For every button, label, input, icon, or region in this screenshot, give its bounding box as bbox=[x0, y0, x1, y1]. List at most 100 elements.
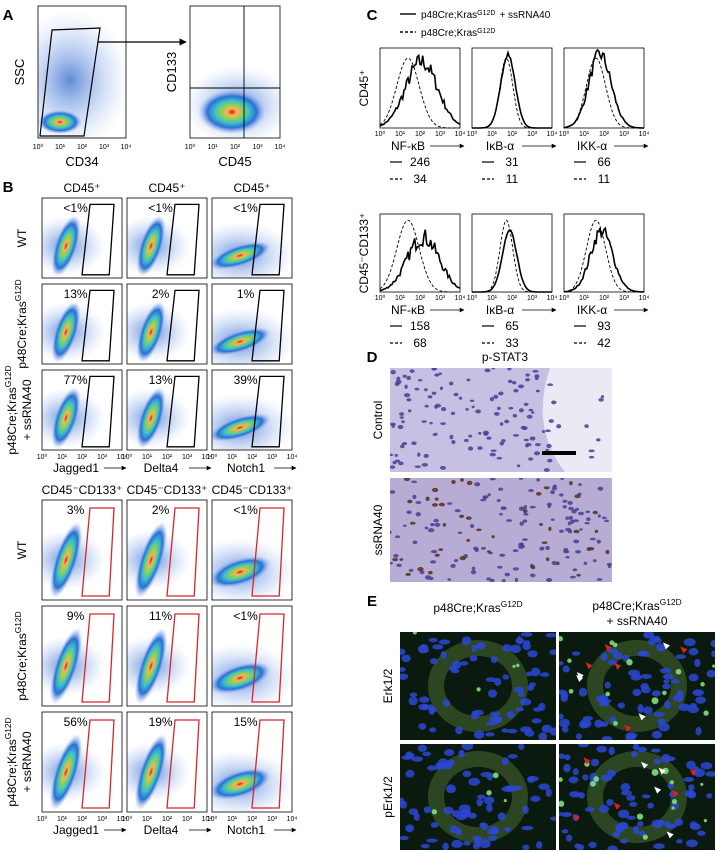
nucleus bbox=[459, 556, 466, 561]
nucleus bbox=[434, 373, 440, 377]
nucleus bbox=[600, 698, 612, 704]
nucleus bbox=[562, 499, 568, 503]
x-tick-label: 10¹ bbox=[395, 295, 406, 302]
nucleus bbox=[454, 509, 461, 513]
nucleus bbox=[551, 560, 558, 566]
nucleus bbox=[596, 539, 601, 544]
nucleus bbox=[535, 389, 540, 393]
x-tick-label: 10³ bbox=[252, 144, 263, 151]
density-blob bbox=[136, 215, 166, 277]
nucleus bbox=[476, 528, 482, 532]
nucleus bbox=[600, 652, 608, 662]
nucleus bbox=[390, 370, 396, 375]
nucleus bbox=[546, 502, 552, 507]
nucleus bbox=[504, 827, 512, 832]
nucleus bbox=[482, 495, 489, 499]
nucleus bbox=[563, 550, 570, 554]
x-tick-label: 10³ bbox=[97, 454, 108, 461]
x-axis-label: IKK-α bbox=[577, 303, 607, 317]
signal bbox=[476, 687, 481, 692]
nucleus bbox=[536, 841, 543, 849]
nucleus bbox=[576, 573, 581, 577]
nucleus bbox=[547, 458, 553, 463]
nucleus bbox=[473, 730, 485, 739]
nucleus bbox=[472, 842, 481, 850]
mfi-value: 66 bbox=[597, 155, 611, 169]
nucleus bbox=[571, 509, 577, 514]
nucleus bbox=[521, 544, 525, 548]
nucleus bbox=[522, 426, 528, 431]
arrowhead bbox=[658, 767, 666, 775]
nucleus bbox=[430, 560, 437, 564]
nucleus bbox=[505, 519, 513, 522]
nucleus bbox=[447, 578, 452, 581]
nucleus bbox=[522, 538, 528, 541]
nucleus bbox=[461, 744, 474, 751]
nucleus bbox=[431, 487, 439, 493]
nucleus bbox=[695, 726, 702, 736]
gate-percent: 39% bbox=[234, 373, 258, 387]
nucleus bbox=[594, 719, 603, 728]
plot-frame bbox=[211, 499, 293, 601]
nucleus bbox=[404, 384, 408, 389]
nucleus bbox=[515, 707, 525, 712]
signal bbox=[651, 769, 659, 776]
nucleus bbox=[556, 561, 560, 566]
nucleus bbox=[466, 480, 473, 486]
nucleus bbox=[511, 785, 523, 791]
x-tick-label: 10⁴ bbox=[639, 295, 650, 302]
nucleus bbox=[546, 443, 552, 449]
nucleus bbox=[550, 490, 555, 495]
histogram-control bbox=[472, 219, 552, 293]
nucleus bbox=[658, 722, 670, 732]
nucleus bbox=[564, 754, 571, 761]
nucleus bbox=[458, 749, 465, 758]
nucleus bbox=[541, 724, 553, 733]
plot-frame bbox=[563, 213, 645, 293]
nucleus bbox=[434, 522, 441, 527]
nucleus bbox=[424, 404, 429, 408]
nucleus bbox=[423, 453, 429, 458]
nucleus bbox=[584, 424, 589, 429]
nucleus bbox=[395, 459, 401, 463]
nucleus bbox=[588, 455, 595, 459]
nucleus bbox=[523, 402, 529, 407]
nucleus bbox=[676, 690, 684, 699]
nucleus bbox=[444, 749, 455, 757]
nucleus bbox=[571, 651, 581, 656]
nucleus bbox=[405, 824, 415, 833]
nucleus bbox=[523, 438, 529, 442]
x-tick-label: 10³ bbox=[267, 454, 278, 461]
histogram-control bbox=[563, 219, 644, 293]
nucleus bbox=[415, 501, 422, 504]
nucleus bbox=[569, 575, 576, 579]
density-blob bbox=[51, 215, 81, 277]
nucleus bbox=[470, 570, 477, 575]
nucleus bbox=[688, 784, 695, 791]
nucleus bbox=[559, 753, 566, 760]
nucleus bbox=[390, 465, 396, 469]
nucleus bbox=[605, 549, 610, 555]
nucleus bbox=[486, 577, 491, 581]
nucleus bbox=[427, 395, 433, 399]
nucleus bbox=[562, 665, 570, 673]
nucleus bbox=[527, 650, 538, 658]
x-tick-label: 10⁰ bbox=[33, 143, 44, 151]
signal bbox=[593, 776, 600, 782]
nucleus bbox=[671, 679, 680, 684]
nucleus bbox=[434, 497, 439, 501]
nucleus bbox=[545, 788, 552, 798]
density-blob bbox=[198, 90, 266, 134]
nucleus bbox=[596, 578, 603, 581]
nucleus bbox=[582, 774, 589, 781]
nucleus bbox=[596, 438, 601, 442]
nucleus bbox=[547, 383, 554, 387]
x-tick-label: 10² bbox=[230, 144, 241, 151]
plot-area bbox=[42, 301, 106, 363]
nucleus bbox=[523, 512, 529, 516]
nucleus bbox=[497, 812, 506, 821]
nucleus bbox=[700, 762, 713, 770]
nucleus bbox=[421, 462, 428, 467]
signal bbox=[712, 664, 715, 668]
nucleus bbox=[429, 523, 436, 527]
